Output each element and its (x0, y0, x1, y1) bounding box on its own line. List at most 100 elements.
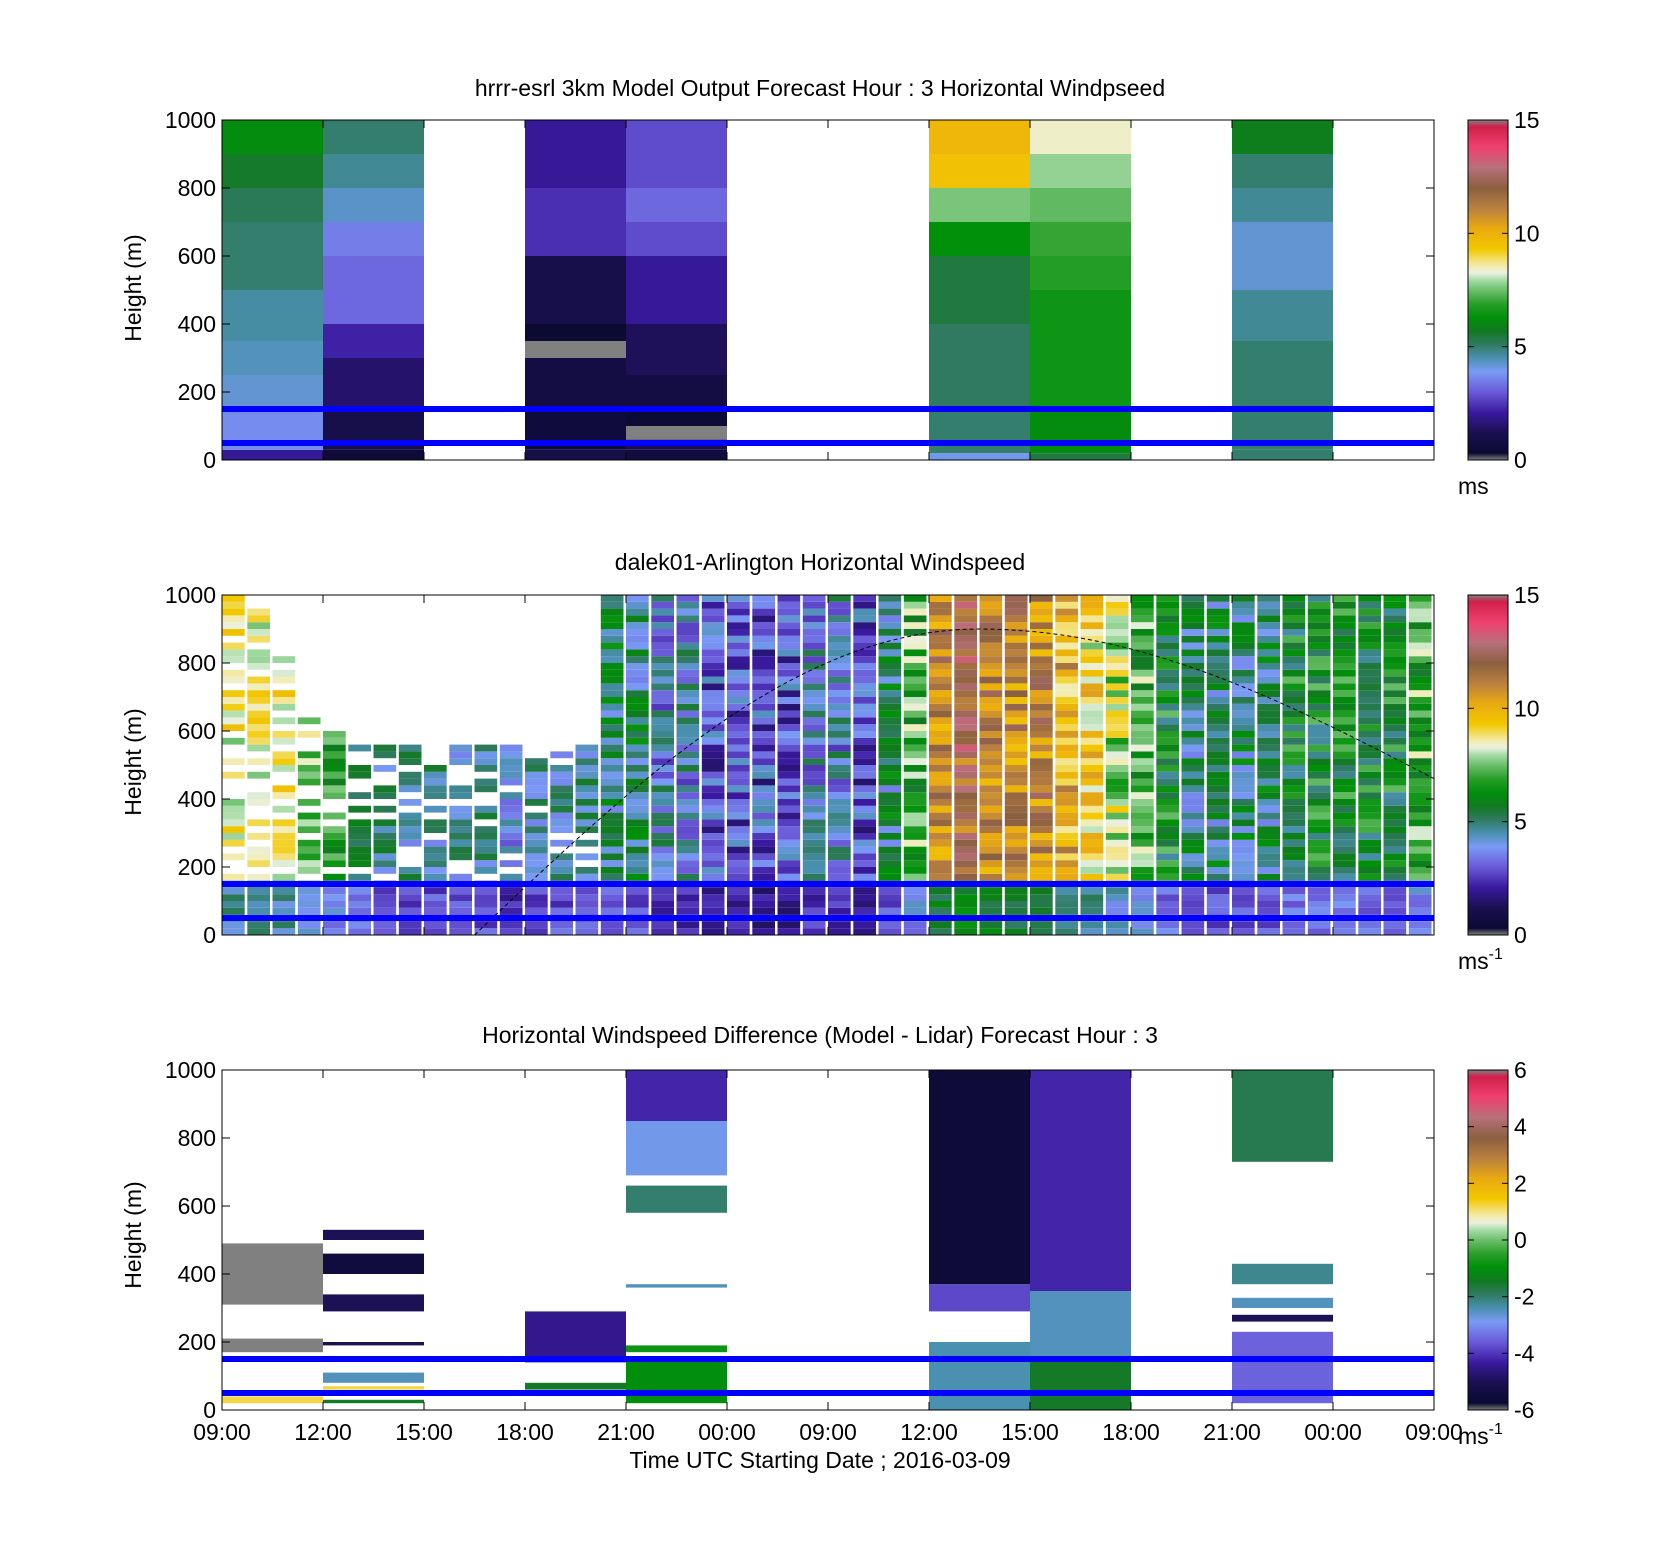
heatmap-cell (626, 765, 649, 772)
heatmap-cell (1030, 656, 1053, 663)
heatmap-cell (1131, 867, 1154, 874)
heatmap-cell (979, 853, 1003, 861)
heatmap-cell (929, 629, 952, 636)
heatmap-cell (1307, 683, 1331, 691)
heatmap-cell (1055, 717, 1078, 725)
x-tick-label: 12:00 (294, 1419, 352, 1445)
heatmap-cell (1030, 853, 1053, 861)
heatmap-cell (1257, 608, 1280, 616)
heatmap-cell (626, 375, 727, 409)
heatmap-cell (222, 819, 245, 827)
y-tick-label: 600 (178, 718, 216, 744)
heatmap-cell (323, 1294, 424, 1312)
heatmap-cell (1206, 615, 1230, 623)
heatmap-cell (323, 901, 346, 908)
colorbar-unit-superscript: -1 (1489, 1421, 1503, 1438)
heatmap-cell (979, 805, 1003, 813)
heatmap-cell (1055, 901, 1078, 908)
heatmap-cell (752, 595, 775, 602)
heatmap-cell (1408, 649, 1432, 657)
heatmap-cell (929, 758, 952, 765)
heatmap-cell (1307, 839, 1331, 847)
heatmap-cell (1131, 921, 1154, 929)
heatmap-cell (222, 737, 245, 745)
heatmap-cell (499, 758, 523, 765)
heatmap-cell (222, 1243, 323, 1305)
heatmap-cell (1307, 608, 1331, 616)
heatmap-cell (1408, 663, 1432, 670)
heatmap-cell (525, 901, 548, 908)
heatmap-cell (1232, 894, 1255, 901)
heatmap-cell (424, 867, 447, 874)
heatmap-cell (727, 710, 750, 718)
heatmap-cell (1055, 663, 1078, 670)
colorbar-tick-label: 10 (1514, 220, 1540, 246)
heatmap-cell (1181, 744, 1205, 752)
heatmap-cell (727, 656, 750, 663)
heatmap-cell (727, 595, 750, 602)
heatmap-cell (600, 731, 624, 738)
heatmap-cell (802, 642, 826, 650)
heatmap-cell (222, 375, 323, 409)
heatmap-cell (802, 737, 826, 745)
heatmap-cell (878, 799, 902, 806)
heatmap-cell (1257, 744, 1280, 752)
heatmap-cell (1030, 724, 1053, 731)
heatmap-cell (828, 799, 851, 806)
heatmap-cell (979, 860, 1003, 867)
heatmap-cell (1131, 690, 1154, 697)
heatmap-cell (1055, 907, 1078, 915)
heatmap-cell (878, 873, 902, 881)
heatmap-cell (1383, 683, 1407, 691)
heatmap-cell (575, 853, 599, 861)
heatmap-cell (1105, 812, 1129, 820)
heatmap-cell (1131, 805, 1154, 813)
heatmap-cell (1358, 690, 1381, 697)
heatmap-cell (1181, 894, 1205, 901)
heatmap-cell (1004, 731, 1028, 738)
heatmap-cell (1004, 846, 1028, 854)
heatmap-cell (272, 928, 296, 935)
heatmap-cell (954, 901, 977, 908)
heatmap-cell (929, 642, 952, 650)
heatmap-cell (525, 928, 548, 935)
heatmap-cell (828, 744, 851, 752)
heatmap-cell (626, 873, 649, 881)
heatmap-cell (1232, 839, 1255, 847)
heatmap-cell (323, 785, 346, 793)
heatmap-cell (1282, 595, 1306, 602)
heatmap-cell (600, 771, 624, 779)
heatmap-cell (853, 805, 876, 813)
heatmap-cell (373, 853, 397, 861)
heatmap-cell (323, 188, 424, 222)
heatmap-cell (626, 778, 649, 786)
heatmap-cell (1030, 778, 1053, 786)
heatmap-cell (1257, 710, 1280, 718)
heatmap-cell (701, 669, 725, 677)
heatmap-cell (929, 907, 952, 915)
heatmap-cell (1030, 873, 1053, 881)
heatmap-cell (651, 860, 674, 867)
heatmap-cell (626, 222, 727, 256)
heatmap-cell (1282, 697, 1306, 704)
heatmap-cell (828, 771, 851, 779)
heatmap-cell (1408, 731, 1432, 738)
data-column (1408, 595, 1432, 935)
heatmap-cell (499, 894, 523, 901)
heatmap-cell (802, 697, 826, 704)
data-column (802, 595, 826, 935)
colorbar-tick-label: -6 (1514, 1397, 1534, 1423)
heatmap-cell (1004, 860, 1028, 867)
heatmap-cell (828, 873, 851, 881)
heatmap-cell (929, 608, 952, 616)
heatmap-cell (398, 826, 422, 833)
heatmap-cell (525, 873, 548, 881)
heatmap-cell (752, 656, 775, 663)
heatmap-cell (525, 785, 548, 793)
heatmap-cell (802, 703, 826, 711)
heatmap-cell (1307, 724, 1331, 731)
heatmap-cell (1257, 846, 1280, 854)
heatmap-cell (499, 751, 523, 759)
heatmap-cell (424, 826, 447, 833)
heatmap-cell (701, 683, 725, 691)
